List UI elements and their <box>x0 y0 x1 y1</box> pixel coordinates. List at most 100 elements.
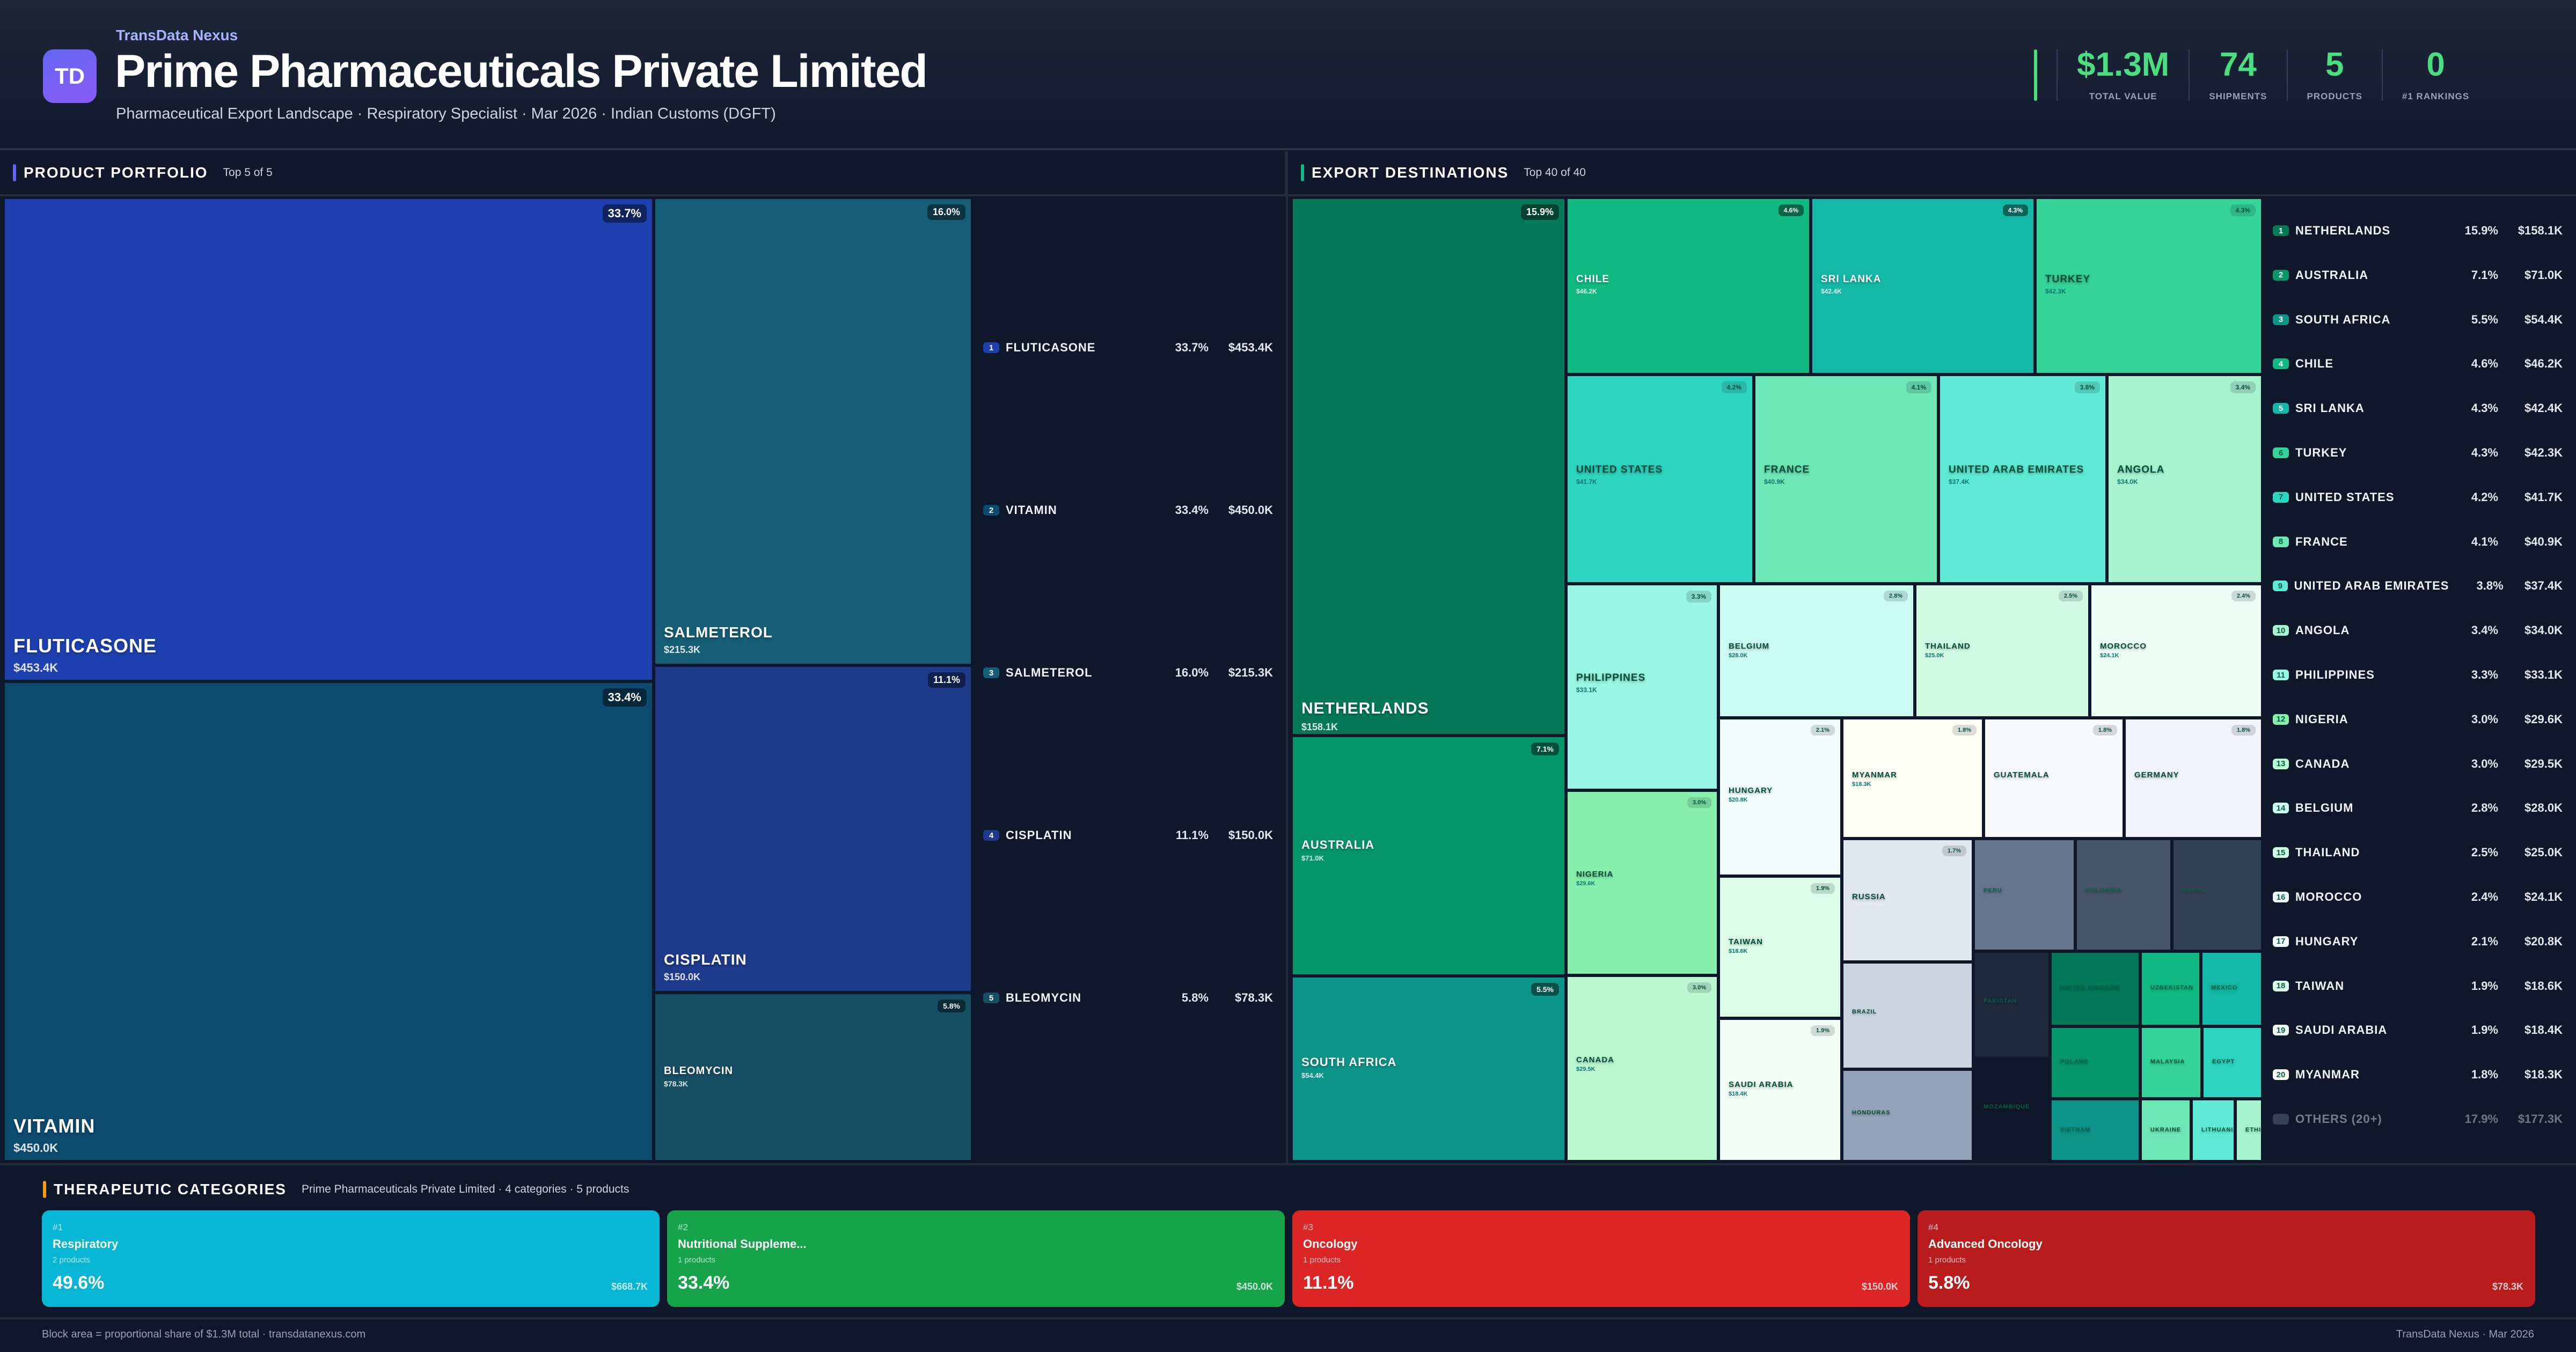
treemap-block-egypt[interactable]: EGYPT <box>2202 1026 2263 1099</box>
treemap-block-mexico[interactable]: MEXICO <box>2201 951 2263 1026</box>
block-value: $215.3K <box>664 644 701 655</box>
brand-name: TransData Nexus <box>116 27 238 43</box>
treemap-block-brazil[interactable]: BRAZIL <box>1842 962 1973 1069</box>
kpi-value: 74 <box>2219 46 2257 83</box>
treemap-block-south-africa[interactable]: 5.5% SOUTH AFRICA $54.4K <box>1291 976 1566 1162</box>
treemap-block-malaysia[interactable]: MALAYSIA <box>2140 1026 2202 1099</box>
treemap-block-united-states[interactable]: 4.2% UNITED STATES $41.7K <box>1566 374 1754 584</box>
share-badge: 4.3% <box>2002 204 2028 216</box>
item-name: BELGIUM <box>2295 801 2354 815</box>
treemap-block-morocco[interactable]: 2.4% MOROCCO $24.1K <box>2090 584 2263 718</box>
category-card-nutritional-suppleme[interactable]: #2 Nutritional Suppleme... 1 products 33.4%… <box>667 1210 1285 1307</box>
treemap-block-vitamin[interactable]: 33.4% VITAMIN $450.0K <box>3 681 654 1162</box>
treemap-block-canada[interactable]: 3.0% CANADA $29.5K <box>1566 975 1718 1162</box>
treemap-block-fluticasone[interactable]: 33.7% FLUTICASONE $453.4K <box>3 197 654 681</box>
section-accent-bar <box>1301 164 1304 181</box>
treemap-block-taiwan[interactable]: 1.9% TAIWAN $18.6K <box>1718 876 1842 1018</box>
destination-list-item[interactable]: 4 CHILE 4.6% $46.2K <box>2273 353 2563 374</box>
treemap-block-angola[interactable]: 3.4% ANGOLA $34.0K <box>2107 374 2263 584</box>
treemap-block-lithuania[interactable]: LITHUANIA <box>2191 1099 2235 1162</box>
destination-list-item[interactable]: 13 CANADA 3.0% $29.5K <box>2273 753 2563 775</box>
treemap-block-peru[interactable]: PERU <box>1973 839 2075 951</box>
destination-list-item[interactable]: 16 MOROCCO 2.4% $24.1K <box>2273 886 2563 908</box>
item-name: OTHERS (20+) <box>2295 1112 2382 1126</box>
destination-list-item[interactable]: 7 UNITED STATES 4.2% $41.7K <box>2273 487 2563 508</box>
block-label: PAKISTAN <box>1984 998 2017 1004</box>
destination-list-item[interactable]: 2 AUSTRALIA 7.1% $71.0K <box>2273 264 2563 286</box>
treemap-block-mozambique[interactable]: MOZAMBIQUE <box>1973 1059 2050 1162</box>
item-name: AUSTRALIA <box>2295 268 2369 282</box>
destination-list-item[interactable]: 17 HUNGARY 2.1% $20.8K <box>2273 931 2563 952</box>
product-list-item[interactable]: 2 VITAMIN 33.4% $450.0K <box>983 499 1273 521</box>
treemap-block-australia[interactable]: 7.1% AUSTRALIA $71.0K <box>1291 736 1566 976</box>
treemap-block-ethiopia[interactable]: ETHIOPIA <box>2235 1099 2263 1162</box>
destination-list-item[interactable]: 8 FRANCE 4.1% $40.9K <box>2273 531 2563 553</box>
treemap-block-sri-lanka[interactable]: 4.3% SRI LANKA $42.4K <box>1811 197 2035 374</box>
share-badge: 1.8% <box>2092 725 2117 736</box>
item-share: 33.4% <box>1175 503 1209 517</box>
treemap-block-bleomycin[interactable]: 5.8% BLEOMYCIN $78.3K <box>654 993 972 1162</box>
block-label: ANGOLA <box>2117 464 2165 475</box>
treemap-block-netherlands[interactable]: 15.9% NETHERLANDS $158.1K <box>1291 197 1566 736</box>
block-value: $40.9K <box>1764 477 1785 486</box>
treemap-block-salmeterol[interactable]: 16.0% SALMETEROL $215.3K <box>654 197 972 665</box>
treemap-block-myanmar[interactable]: 1.8% MYANMAR $18.3K <box>1842 718 1984 839</box>
treemap-block-uzbekistan[interactable]: UZBEKISTAN <box>2140 951 2201 1026</box>
treemap-block-turkey[interactable]: 4.3% TURKEY $42.3K <box>2035 197 2263 374</box>
treemap-block-saudi-arabia[interactable]: 1.9% SAUDI ARABIA $18.4K <box>1718 1018 1842 1162</box>
treemap-block-united-kingdom[interactable]: UNITED KINGDOM <box>2050 951 2140 1026</box>
kpi-accent-bar <box>2034 49 2037 101</box>
destination-list-item[interactable]: 18 TAIWAN 1.9% $18.6K <box>2273 975 2563 997</box>
destination-list-item[interactable]: 1 NETHERLANDS 15.9% $158.1K <box>2273 220 2563 241</box>
treemap-block-belgium[interactable]: 2.8% BELGIUM $28.0K <box>1718 584 1915 718</box>
product-list-item[interactable]: 3 SALMETEROL 16.0% $215.3K <box>983 662 1273 684</box>
treemap-block-nigeria[interactable]: 3.0% NIGERIA $29.6K <box>1566 790 1718 975</box>
block-label: PERU <box>1984 887 2002 894</box>
product-list-item[interactable]: 1 FLUTICASONE 33.7% $453.4K <box>983 337 1273 358</box>
item-share: 3.3% <box>2471 668 2498 681</box>
treemap-block-thailand[interactable]: 2.5% THAILAND $25.0K <box>1915 584 2090 718</box>
treemap-block-hungary[interactable]: 2.1% HUNGARY $20.8K <box>1718 718 1842 876</box>
destination-list-item[interactable]: 14 BELGIUM 2.8% $28.0K <box>2273 797 2563 819</box>
treemap-block-ukraine[interactable]: UKRAINE <box>2140 1099 2191 1162</box>
block-value: $450.0K <box>13 1141 58 1155</box>
destination-list-item[interactable]: 20 MYANMAR 1.8% $18.3K <box>2273 1064 2563 1085</box>
destination-list-item[interactable]: 3 SOUTH AFRICA 5.5% $54.4K <box>2273 309 2563 330</box>
category-card-advanced-oncology[interactable]: #4 Advanced Oncology 1 products 5.8% $78.3K <box>1918 1210 2535 1307</box>
share-badge: 1.8% <box>2231 725 2256 736</box>
treemap-block-france[interactable]: 4.1% FRANCE $40.9K <box>1754 374 1938 584</box>
destination-list-item[interactable]: 11 PHILIPPINES 3.3% $33.1K <box>2273 664 2563 686</box>
destination-list-item[interactable]: 10 ANGOLA 3.4% $34.0K <box>2273 620 2563 641</box>
block-value: $78.3K <box>664 1079 689 1088</box>
treemap-block-united-arab-emirates[interactable]: 3.8% UNITED ARAB EMIRATES $37.4K <box>1938 374 2107 584</box>
destination-list-item[interactable]: 19 SAUDI ARABIA 1.9% $18.4K <box>2273 1019 2563 1041</box>
destination-list-item[interactable]: 12 NIGERIA 3.0% $29.6K <box>2273 709 2563 730</box>
product-list-item[interactable]: 5 BLEOMYCIN 5.8% $78.3K <box>983 987 1273 1009</box>
treemap-block-chile[interactable]: 4.6% CHILE $46.2K <box>1566 197 1811 374</box>
destination-list-others[interactable]: OTHERS (20+) 17.9% $177.3K <box>2273 1108 2563 1130</box>
category-card-respiratory[interactable]: #1 Respiratory 2 products 49.6% $668.7K <box>42 1210 660 1307</box>
treemap-block-ghana[interactable]: GHANA <box>2172 839 2263 951</box>
treemap-block-philippines[interactable]: 3.3% PHILIPPINES $33.1K <box>1566 584 1718 790</box>
destination-list-item[interactable]: 5 SRI LANKA 4.3% $42.4K <box>2273 398 2563 419</box>
rank-badge: 3 <box>983 667 999 678</box>
treemap-block-pakistan[interactable]: PAKISTAN <box>1973 951 2050 1059</box>
treemap-block-colombia[interactable]: COLOMBIA <box>2075 839 2172 951</box>
item-value: $71.0K <box>2524 268 2563 282</box>
destination-list-item[interactable]: 9 UNITED ARAB EMIRATES 3.8% $37.4K <box>2273 575 2563 597</box>
destination-list-item[interactable]: 15 THAILAND 2.5% $25.0K <box>2273 842 2563 863</box>
product-list-item[interactable]: 4 CISPLATIN 11.1% $150.0K <box>983 825 1273 846</box>
category-value: $78.3K <box>2492 1281 2523 1292</box>
treemap-block-vietnam[interactable]: VIETNAM <box>2050 1099 2140 1162</box>
item-name: CANADA <box>2295 756 2350 770</box>
treemap-block-russia[interactable]: 1.7% RUSSIA <box>1842 839 1973 962</box>
treemap-block-honduras[interactable]: HONDURAS <box>1842 1069 1973 1162</box>
treemap-block-germany[interactable]: 1.8% GERMANY <box>2124 718 2263 839</box>
treemap-block-cisplatin[interactable]: 11.1% CISPLATIN $150.0K <box>654 665 972 993</box>
block-label: EGYPT <box>2212 1059 2235 1065</box>
destination-list-item[interactable]: 6 TURKEY 4.3% $42.3K <box>2273 442 2563 464</box>
treemap-block-guatemala[interactable]: 1.8% GUATEMALA <box>1984 718 2124 839</box>
treemap-block-poland[interactable]: POLAND <box>2050 1026 2140 1099</box>
rank-badge: 17 <box>2273 936 2289 947</box>
category-card-oncology[interactable]: #3 Oncology 1 products 11.1% $150.0K <box>1292 1210 1910 1307</box>
